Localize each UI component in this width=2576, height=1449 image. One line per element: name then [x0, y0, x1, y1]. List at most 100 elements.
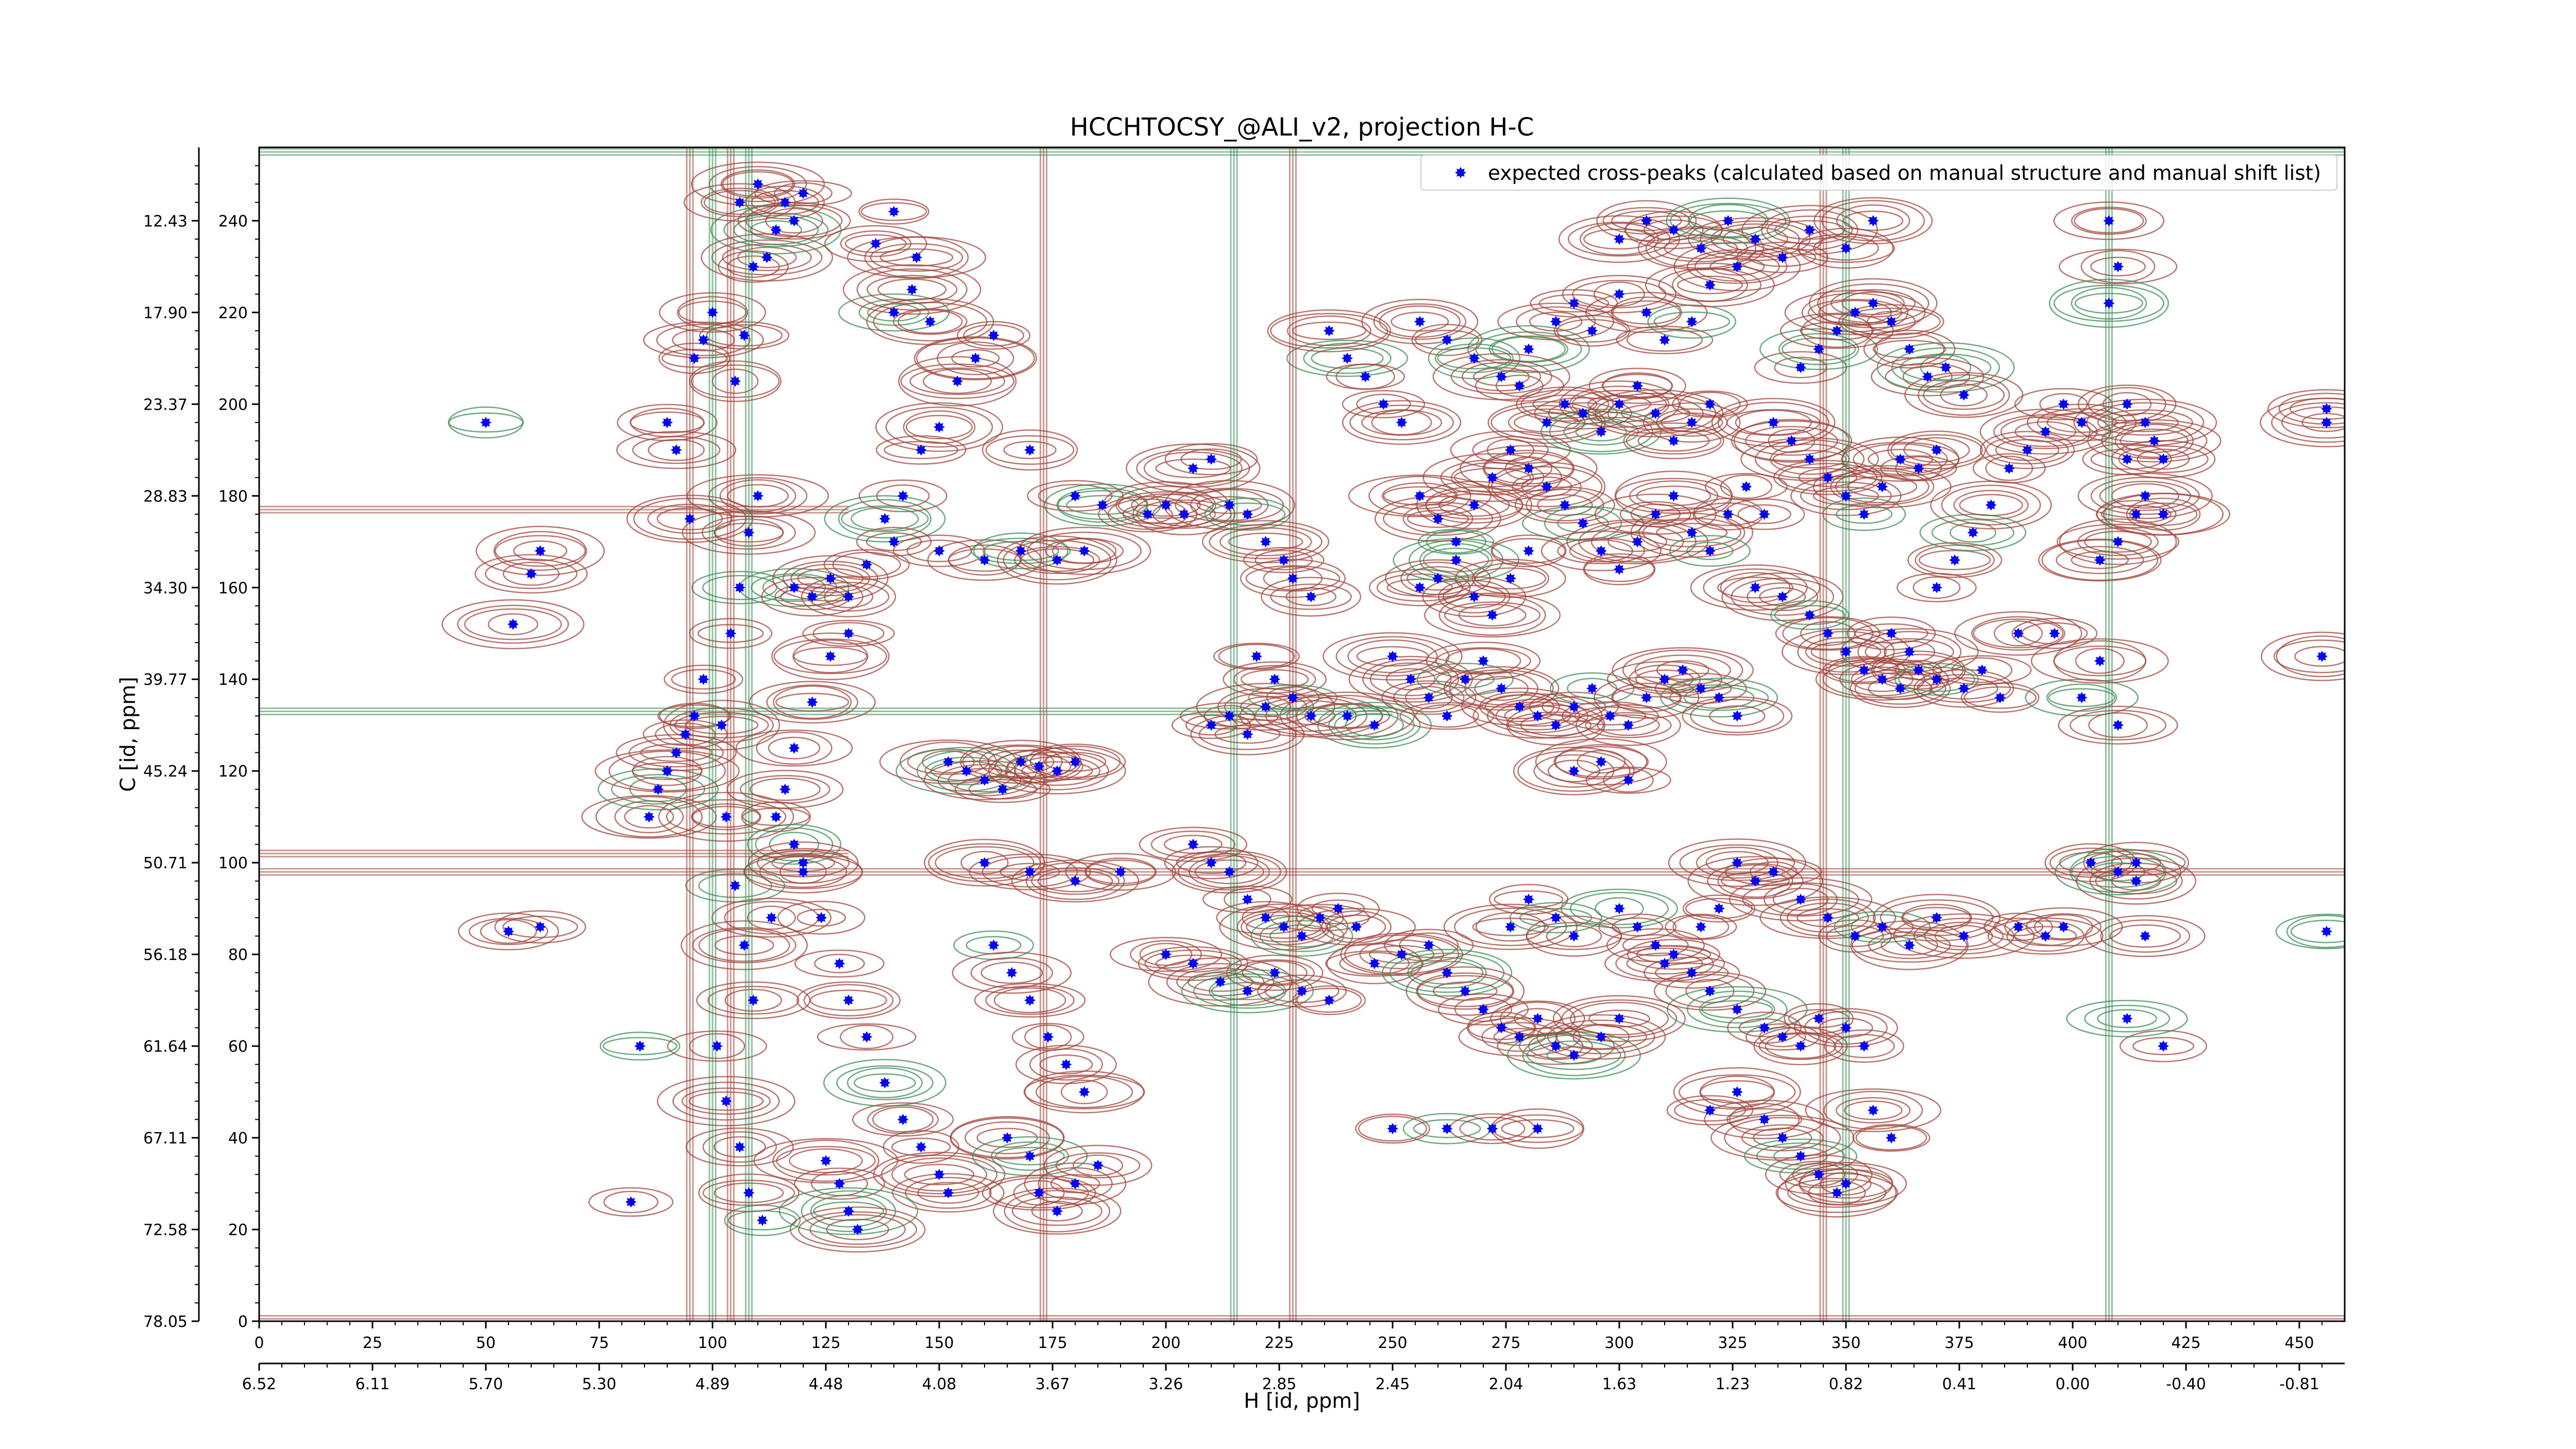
contour-ring: [917, 1182, 979, 1204]
cross-peak-marker: [1242, 894, 1253, 905]
cross-peak-marker: [2316, 650, 2328, 662]
cross-peak-marker: [1686, 967, 1698, 979]
cross-peak-marker: [1614, 233, 1625, 245]
contour-ring: [802, 619, 895, 647]
cross-peak-marker: [1904, 939, 1916, 951]
contour-ring: [1037, 869, 1113, 892]
contour-ring: [1846, 616, 1936, 650]
contour-ring: [985, 985, 1075, 1015]
contour-ring: [1623, 422, 1724, 460]
cross-peak-marker: [1550, 912, 1562, 923]
contour-ring: [1038, 1167, 1113, 1200]
cross-peak-marker: [1813, 1169, 1825, 1181]
cross-peak-marker: [730, 375, 741, 387]
contour-ring: [1005, 751, 1109, 790]
cross-peak-marker: [1486, 471, 1498, 483]
contour-ring: [950, 1116, 1065, 1160]
contour-ring: [1488, 462, 1606, 512]
cross-peak-marker: [1659, 957, 1670, 969]
cross-peak-marker: [1432, 572, 1444, 584]
contour-ring: [1740, 437, 1879, 481]
contour-ring: [824, 585, 873, 609]
contour-ring: [2037, 408, 2127, 437]
cross-peak-marker: [1278, 554, 1290, 566]
x-index-tick-label: 225: [1264, 1334, 1294, 1352]
cross-peak-marker: [843, 1205, 854, 1217]
contour-ring: [838, 499, 932, 538]
contour-ring: [2048, 688, 2115, 707]
contour-ring: [658, 791, 794, 842]
cross-peak-marker: [1776, 251, 1788, 263]
contour-ring: [1865, 638, 1954, 666]
cross-peak-marker: [1296, 930, 1308, 942]
contour-ring: [1234, 959, 1315, 986]
contour-ring: [1475, 912, 1546, 942]
cross-peak-marker: [1360, 370, 1371, 382]
cross-peak-marker: [1368, 719, 1380, 731]
cross-peak-marker: [1595, 1031, 1607, 1043]
contour-ring: [603, 1190, 659, 1214]
cross-peak-marker: [1568, 930, 1580, 942]
contour-ring: [1728, 1103, 1800, 1136]
contour-ring: [2059, 518, 2177, 565]
contour-ring: [2097, 409, 2193, 436]
contour-ring: [1130, 940, 1202, 969]
contour-ring: [1015, 1044, 1117, 1084]
contour-ring: [856, 527, 932, 557]
contour-ring: [2120, 428, 2189, 453]
cross-peak-marker: [1568, 1049, 1580, 1061]
contour-ring: [937, 341, 1014, 376]
cross-peak-marker: [1668, 949, 1680, 961]
cross-peak-marker: [2076, 692, 2088, 703]
cross-peak-marker: [1224, 499, 1235, 511]
contour-ring: [2120, 1030, 2207, 1063]
contour-ring: [1418, 528, 1495, 555]
contour-ring: [1529, 311, 1583, 332]
contour-ring: [1720, 474, 1773, 499]
contour-ring: [1782, 617, 1874, 650]
contour-ring: [448, 406, 524, 439]
contour-ring: [657, 1076, 795, 1126]
cross-peak-marker: [1713, 903, 1725, 915]
cross-peak-marker: [670, 444, 682, 456]
contour-ring: [690, 161, 825, 207]
contour-ring: [907, 748, 990, 775]
contour-ring: [1386, 668, 1436, 690]
x-ppm-tick-label: -0.40: [2166, 1375, 2206, 1393]
contour-ring: [841, 505, 929, 532]
cross-peak-marker: [897, 490, 909, 502]
x-ppm-tick-label: 2.45: [1376, 1375, 1410, 1393]
contour-ring: [935, 846, 1035, 880]
contour-ring: [1506, 1031, 1641, 1080]
cross-peak-marker: [1831, 1187, 1843, 1199]
contour-ring: [1437, 347, 1512, 369]
contour-ring: [2097, 1009, 2157, 1029]
contour-ring: [1219, 527, 1312, 557]
contour-ring: [2095, 500, 2177, 529]
contour-ring: [1679, 392, 1741, 417]
cross-peak-marker: [2112, 536, 2124, 548]
contour-ring: [1574, 706, 1647, 726]
contour-ring: [1512, 473, 1582, 501]
cross-peak-marker: [2320, 403, 2332, 415]
contour-ring: [1873, 894, 2001, 942]
contour-ring: [1588, 367, 1686, 404]
cross-peak-marker: [1006, 967, 1018, 979]
contour-ring: [476, 526, 605, 576]
x-index-tick-label: 125: [811, 1334, 840, 1352]
contour-ring: [1561, 999, 1677, 1038]
cross-peak-marker: [1441, 334, 1453, 346]
contour-ring: [1642, 517, 1742, 548]
cross-peak-marker: [534, 921, 546, 933]
cross-peak-marker: [1876, 481, 1888, 493]
cross-peak-marker: [1160, 499, 1172, 511]
contour-ring: [1553, 746, 1649, 778]
cross-peak-marker: [1813, 1013, 1825, 1024]
cross-peak-marker: [1731, 710, 1743, 722]
x-ppm-tick-label: 1.23: [1716, 1375, 1750, 1393]
cross-peak-marker: [756, 1215, 768, 1226]
contour-ring: [2261, 631, 2345, 681]
contour-ring: [1818, 919, 1892, 953]
contour-ring: [1443, 666, 1560, 711]
x-index-tick-label: 275: [1491, 1334, 1520, 1352]
